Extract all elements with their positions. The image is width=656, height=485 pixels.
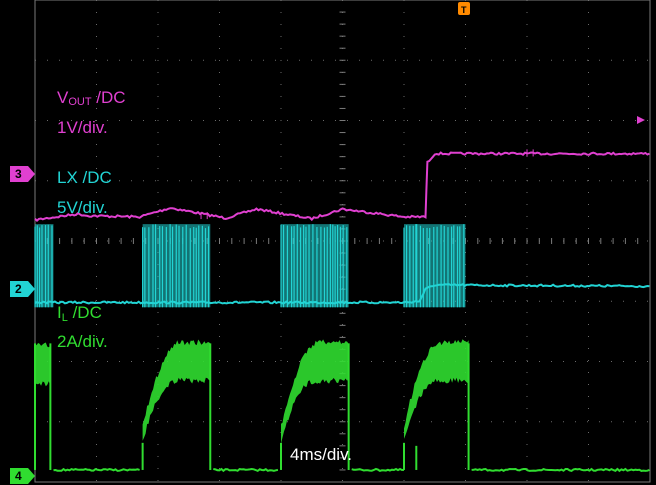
il-ripple-band (142, 339, 211, 441)
vout-trace (34, 151, 650, 222)
trigger-marker: T (458, 2, 470, 15)
il-channel-label: IL /DC (57, 303, 102, 324)
left-margin (0, 0, 35, 485)
vout-offset-arrow (637, 116, 645, 124)
vout-channel-label: VOUT /DC (57, 88, 126, 108)
lx-scale-label: 5V/div. (57, 198, 108, 217)
lx-channel-label: LX /DC (57, 168, 112, 187)
il-trace-low (53, 467, 650, 473)
svg-text:T: T (461, 5, 467, 15)
channel-markers: 3 2 4 (10, 166, 35, 484)
il-channel-marker (10, 468, 35, 484)
vout-scale-label: 1V/div. (57, 118, 108, 137)
lx-channel-marker (10, 281, 35, 297)
time-scale-label: 4ms/div. (290, 445, 352, 464)
traces (34, 149, 650, 473)
il-ripple-band (281, 339, 349, 444)
il-ripple-band (404, 339, 469, 439)
vout-channel-marker-number: 3 (15, 167, 22, 181)
lx-burst (404, 224, 466, 308)
il-ripple-band (35, 342, 51, 387)
il-channel-marker-number: 4 (15, 469, 22, 483)
lx-channel-marker-number: 2 (15, 282, 22, 296)
vout-channel-marker (10, 166, 35, 182)
il-scale-label: 2A/div. (57, 332, 108, 351)
